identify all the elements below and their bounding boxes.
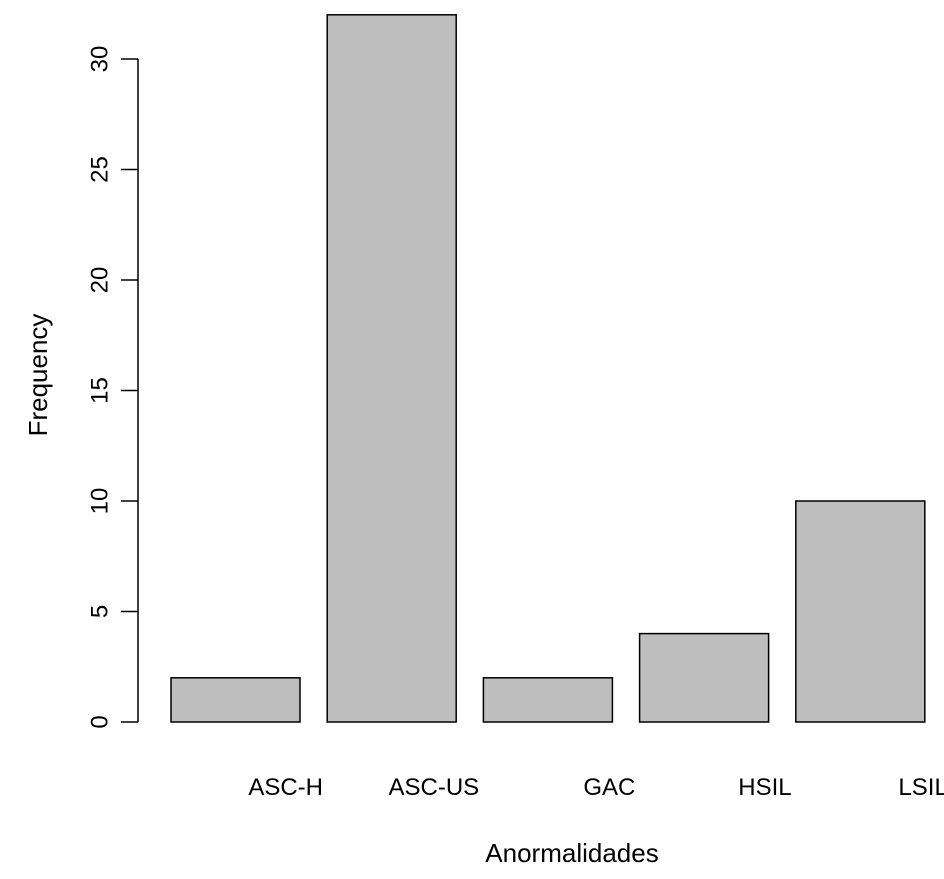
bar-hsil [638, 632, 770, 723]
y-tick-label: 30 [87, 46, 114, 73]
x-tick-label: HSIL [738, 774, 791, 801]
x-axis-title: Anormalidades [485, 838, 658, 868]
x-tick-label: LSIL [898, 774, 944, 801]
y-tick-label: 10 [87, 488, 114, 515]
bar-gac [482, 677, 614, 723]
x-tick-label: GAC [583, 774, 635, 801]
bar-lsil [795, 500, 926, 723]
x-tick-label: ASC-US [389, 774, 480, 801]
y-tick-label: 20 [87, 267, 114, 294]
y-axis-title: Frequency [23, 314, 53, 437]
y-tick-label: 0 [87, 715, 114, 728]
x-tick-labels: ASC-H ASC-US GAC HSIL LSIL [248, 774, 944, 801]
x-tick-label: ASC-H [248, 774, 323, 801]
bar-asc-h [170, 677, 301, 723]
bar-asc-us [326, 14, 457, 723]
y-axis: 0 5 10 15 20 25 30 [87, 46, 139, 729]
y-tick-label: 5 [87, 605, 114, 618]
bars-group [170, 14, 926, 723]
y-tick-label: 25 [87, 156, 114, 183]
y-tick-label: 15 [87, 377, 114, 404]
